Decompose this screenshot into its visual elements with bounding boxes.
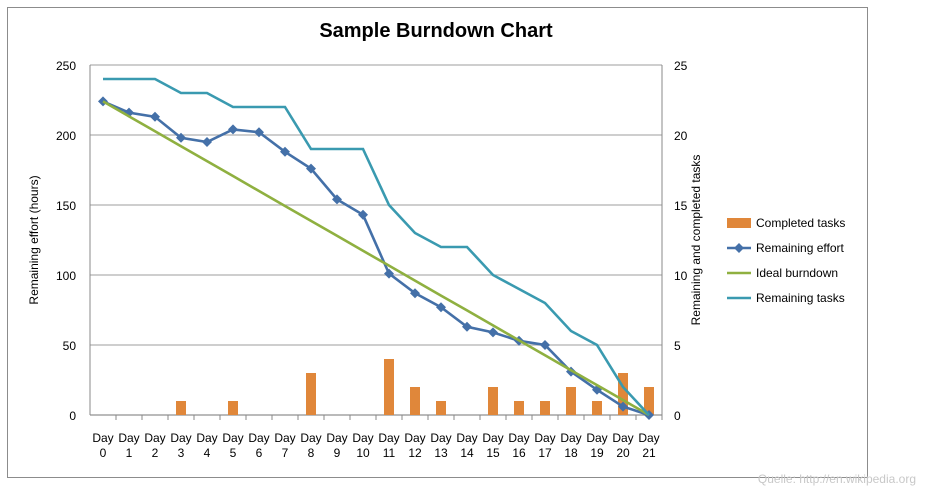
data-point: [410, 288, 420, 299]
chart-frame: [7, 7, 868, 478]
data-point: [150, 111, 160, 122]
x-tick-label: Day 2: [144, 431, 165, 460]
y2-tick-label: 15: [674, 199, 688, 213]
y-axis-label: Remaining effort (hours): [27, 175, 41, 304]
bar: [514, 401, 524, 415]
y2-tick-label: 20: [674, 129, 688, 143]
y2-tick-label: 25: [674, 59, 688, 73]
data-point: [176, 132, 186, 143]
series-line: [102, 100, 650, 417]
legend-label: Completed tasks: [756, 216, 845, 230]
data-point: [436, 302, 446, 313]
bar: [566, 387, 576, 415]
data-point: [358, 209, 368, 220]
y-tick-label: 200: [56, 129, 76, 143]
x-tick-label: Day 0: [92, 431, 113, 460]
x-tick-label: Day 4: [196, 431, 217, 460]
bar: [618, 373, 628, 415]
legend-label: Ideal burndown: [756, 266, 838, 280]
bar: [176, 401, 186, 415]
legend-marker: [734, 243, 744, 253]
data-point: [254, 127, 264, 138]
data-point: [540, 340, 550, 350]
x-tick-label: Day 17: [534, 431, 555, 460]
bar: [644, 387, 654, 415]
y2-tick-label: 10: [674, 269, 688, 283]
x-tick-label: Day 8: [300, 431, 321, 460]
x-tick-label: Day 5: [222, 431, 243, 460]
watermark: Quelle: http://en.wikipedia.org: [757, 472, 916, 486]
x-tick-label: Day 11: [378, 431, 399, 460]
data-point: [384, 268, 394, 279]
data-point: [280, 146, 290, 157]
x-tick-label: Day 19: [586, 431, 607, 460]
y2-tick-label: 0: [674, 409, 681, 423]
bar: [488, 387, 498, 415]
x-tick-label: Day 9: [326, 431, 347, 460]
x-tick-label: Day 7: [274, 431, 295, 460]
legend-swatch: [727, 218, 751, 228]
bar: [306, 373, 316, 415]
x-tick-label: Day 12: [404, 431, 425, 460]
y-tick-label: 150: [56, 199, 76, 213]
y-tick-label: 250: [56, 59, 76, 73]
bar: [410, 387, 420, 415]
bar: [436, 401, 446, 415]
x-tick-label: Day 21: [638, 431, 659, 460]
x-tick-label: Day 6: [248, 431, 269, 460]
data-point: [462, 321, 472, 332]
y2-tick-label: 5: [674, 339, 681, 353]
data-point: [618, 401, 628, 412]
bar: [540, 401, 550, 415]
bar: [592, 401, 602, 415]
bar: [228, 401, 238, 415]
x-tick-label: Day 20: [612, 431, 633, 460]
x-tick-label: Day 13: [430, 431, 451, 460]
series-line: [103, 77, 650, 416]
y-tick-label: 0: [69, 409, 76, 423]
y-tick-label: 50: [63, 339, 77, 353]
y2-axis-label: Remaining and completed tasks: [689, 155, 703, 326]
data-point: [228, 124, 238, 135]
y-tick-label: 100: [56, 269, 76, 283]
x-tick-label: Day 10: [352, 431, 373, 460]
data-point: [202, 137, 212, 147]
x-tick-label: Day 14: [456, 431, 477, 460]
series-line: [102, 100, 650, 417]
x-tick-label: Day 15: [482, 431, 503, 460]
x-tick-label: Day 16: [508, 431, 529, 460]
chart-title: Sample Burndown Chart: [319, 20, 553, 42]
x-tick-label: Day 18: [560, 431, 581, 460]
data-point: [332, 194, 342, 205]
legend-label: Remaining effort: [756, 241, 844, 255]
legend-label: Remaining tasks: [756, 291, 845, 305]
data-point: [488, 327, 498, 338]
x-tick-label: Day 1: [118, 431, 139, 460]
data-point: [306, 163, 316, 174]
x-tick-label: Day 3: [170, 431, 191, 460]
bar: [384, 359, 394, 415]
